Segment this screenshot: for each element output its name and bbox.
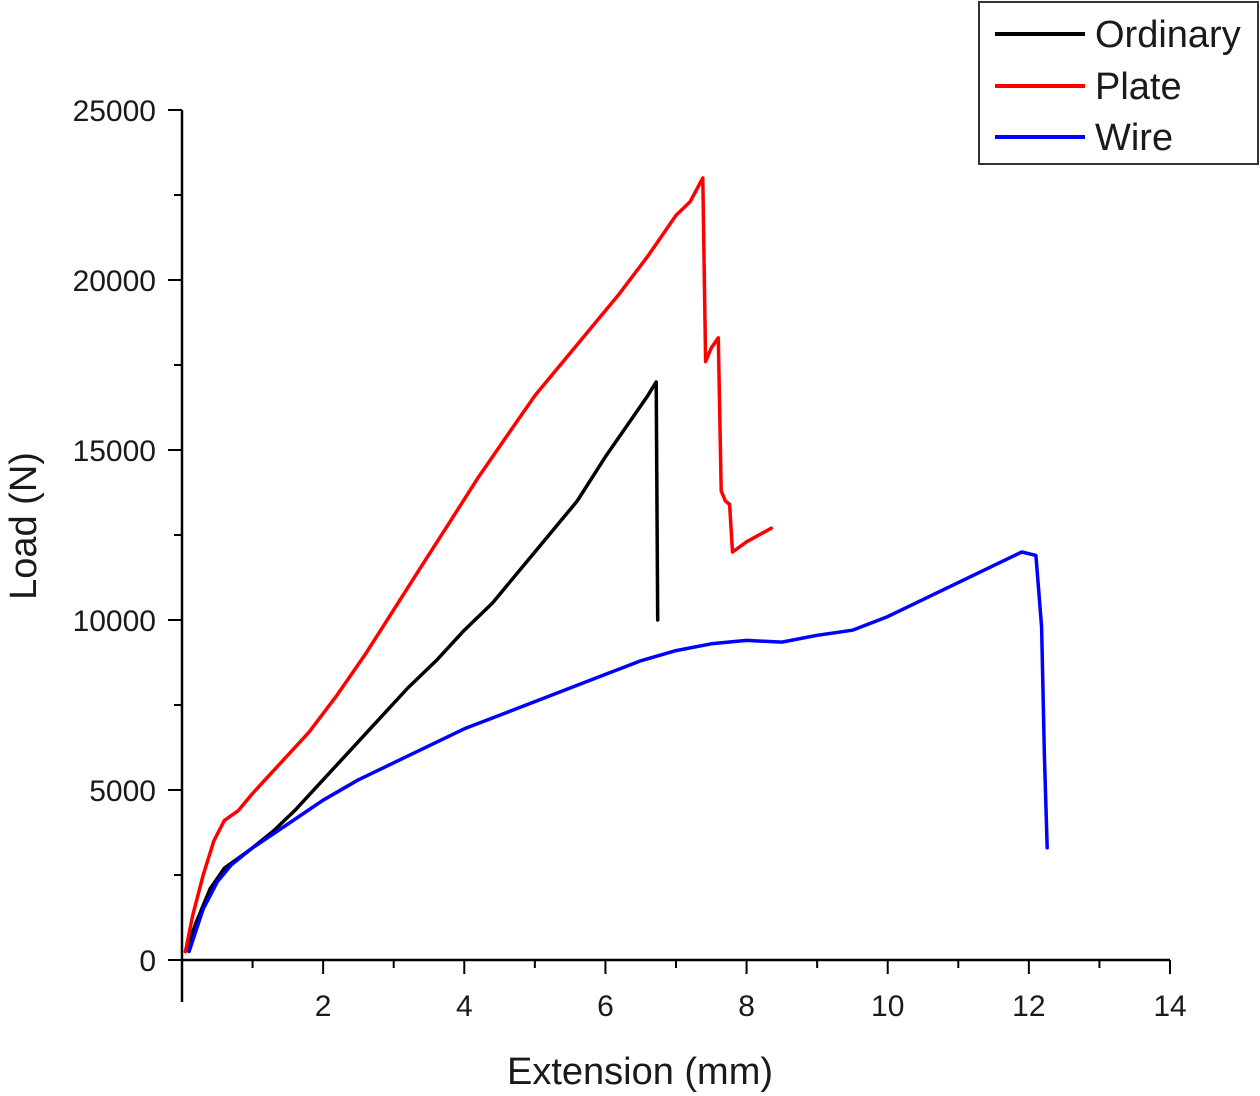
y-tick-label: 25000 [73, 95, 156, 128]
y-tick-label: 5000 [89, 775, 156, 808]
x-tick-label: 8 [738, 990, 755, 1023]
x-tick-label: 12 [1012, 990, 1045, 1023]
y-axis-title: Load (N) [3, 452, 45, 600]
y-tick-label: 15000 [73, 435, 156, 468]
axes: 0 5000 10000 15000 20000 25000 2 4 6 8 10 12 14 [73, 95, 1187, 1023]
series-line-wire [187, 550, 1049, 954]
legend: Ordinary Plate Wire [978, 1, 1259, 165]
series-line-plate [183, 176, 774, 954]
x-tick-label: 2 [315, 990, 332, 1023]
legend-label-plate: Plate [1095, 66, 1182, 108]
series-lines [183, 176, 1049, 954]
y-tick-label: 0 [139, 945, 156, 978]
legend-label-wire: Wire [1095, 117, 1173, 159]
x-tick-label: 6 [597, 990, 614, 1023]
x-tick-label: 10 [871, 990, 904, 1023]
series-line-ordinary [183, 380, 660, 954]
legend-label-ordinary: Ordinary [1095, 14, 1241, 56]
x-axis-title: Extension (mm) [507, 1051, 773, 1093]
y-tick-label: 20000 [73, 265, 156, 298]
x-tick-label: 14 [1153, 990, 1186, 1023]
y-tick-label: 10000 [73, 605, 156, 638]
x-tick-label: 4 [456, 990, 473, 1023]
